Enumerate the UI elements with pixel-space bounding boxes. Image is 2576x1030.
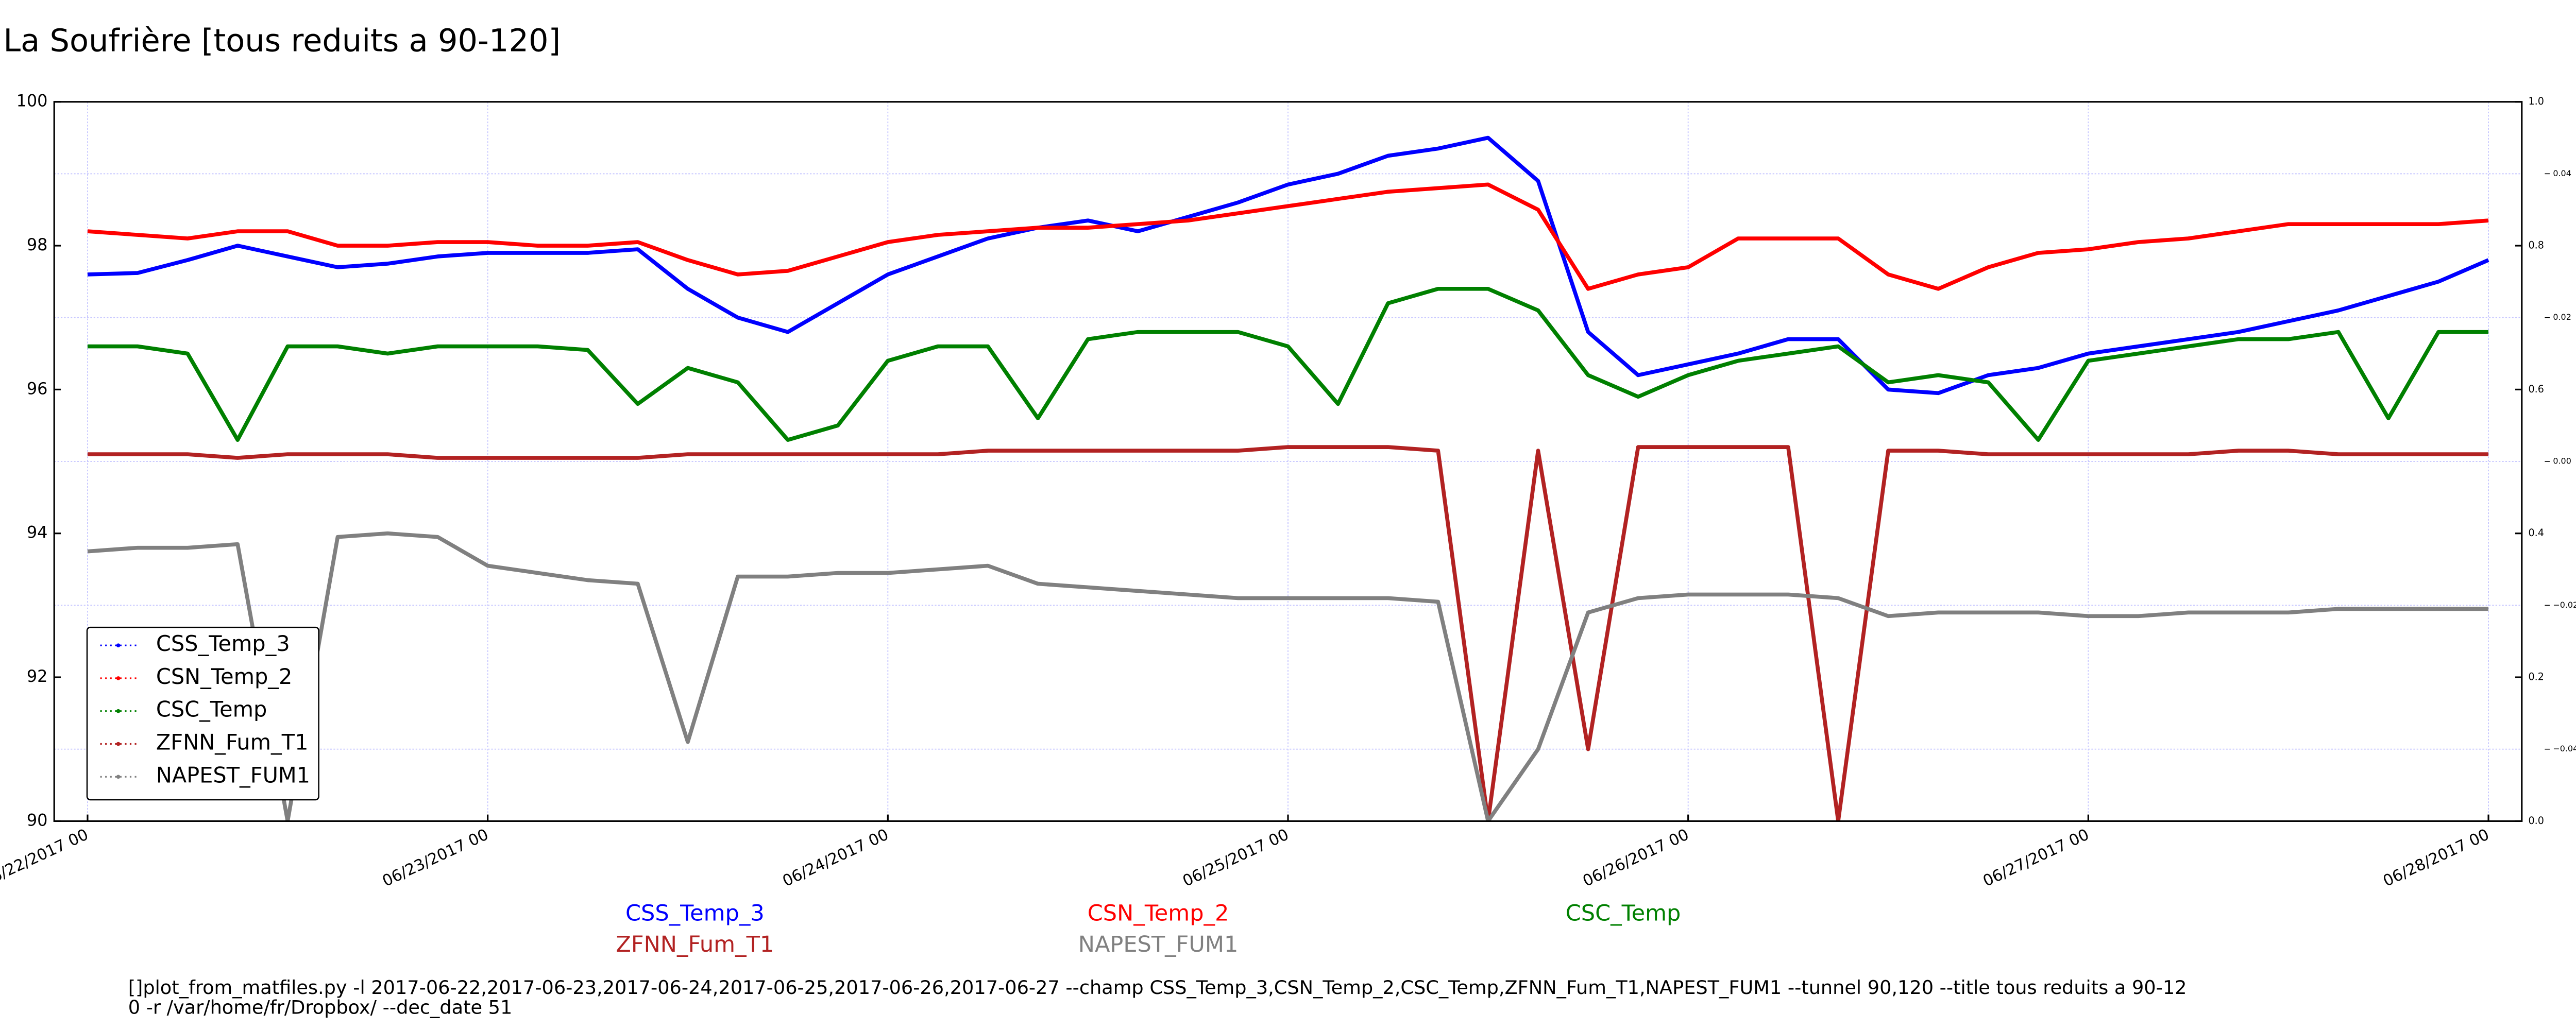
legend-dot — [116, 676, 121, 680]
y3-tick-label: 0.02 — [2553, 312, 2571, 322]
x-tick-label: 06/27/2017 00 — [1980, 826, 2092, 890]
series-line — [87, 531, 2489, 821]
y2-tick-label: 0.6 — [2529, 383, 2544, 395]
legend-label: CSC_Temp — [156, 697, 267, 722]
legend-label: CSN_Temp_2 — [156, 664, 292, 689]
series-line — [87, 135, 2489, 396]
y2-tick-label: 1.0 — [2529, 95, 2544, 107]
y-tick-label: 100 — [16, 91, 48, 111]
legend-dot — [116, 775, 121, 779]
footnote: 0 -r /var/home/fr/Dropbox/ --dec_date 51 — [128, 996, 513, 1018]
y3-tick-label: −0.02 — [2553, 600, 2576, 610]
x-tick-label: 06/22/2017 00 — [0, 826, 91, 890]
bottom-legend-label: NAPEST_FUM1 — [1078, 932, 1239, 957]
x-tick-label: 06/25/2017 00 — [1180, 826, 1292, 890]
legend-dot — [116, 643, 121, 648]
y2-tick-label: 0.2 — [2529, 671, 2544, 683]
x-tick-label: 06/28/2017 00 — [2380, 826, 2492, 890]
legend-label: ZFNN_Fum_T1 — [156, 730, 309, 755]
series-line — [87, 287, 2489, 442]
legend-dot — [116, 742, 121, 746]
x-tick-label: 06/23/2017 00 — [380, 826, 492, 890]
x-tick-label: 06/24/2017 00 — [780, 826, 892, 890]
bottom-legend-label: CSC_Temp — [1566, 901, 1681, 926]
legend-label: NAPEST_FUM1 — [156, 763, 310, 787]
y3-tick-label: 0.04 — [2553, 168, 2571, 178]
y-tick-label: 98 — [27, 235, 48, 254]
y-tick-label: 90 — [27, 810, 48, 830]
y2-tick-label: 0.8 — [2529, 239, 2544, 251]
bottom-legend-label: ZFNN_Fum_T1 — [616, 932, 774, 957]
legend-dot — [116, 709, 121, 713]
chart-title: La Soufrière [tous reduits a 90-120] — [3, 23, 561, 59]
y-tick-label: 92 — [27, 666, 48, 686]
bottom-legend-label: CSN_Temp_2 — [1088, 901, 1229, 926]
series-line — [87, 445, 2489, 821]
series-line — [87, 182, 2489, 291]
x-tick-label: 06/26/2017 00 — [1580, 826, 1692, 890]
legend-box — [86, 626, 319, 801]
y2-tick-label: 0.4 — [2529, 527, 2544, 539]
y2-tick-label: 0.0 — [2529, 815, 2544, 827]
y3-tick-label: 0.00 — [2553, 456, 2571, 466]
footnote: []plot_from_matfiles.py -l 2017-06-22,20… — [128, 976, 2187, 999]
bottom-legend-label: CSS_Temp_3 — [625, 901, 765, 926]
y-tick-label: 96 — [27, 379, 48, 398]
y-tick-label: 94 — [27, 523, 48, 542]
y3-tick-label: −0.04 — [2553, 744, 2576, 753]
legend-label: CSS_Temp_3 — [156, 631, 290, 656]
